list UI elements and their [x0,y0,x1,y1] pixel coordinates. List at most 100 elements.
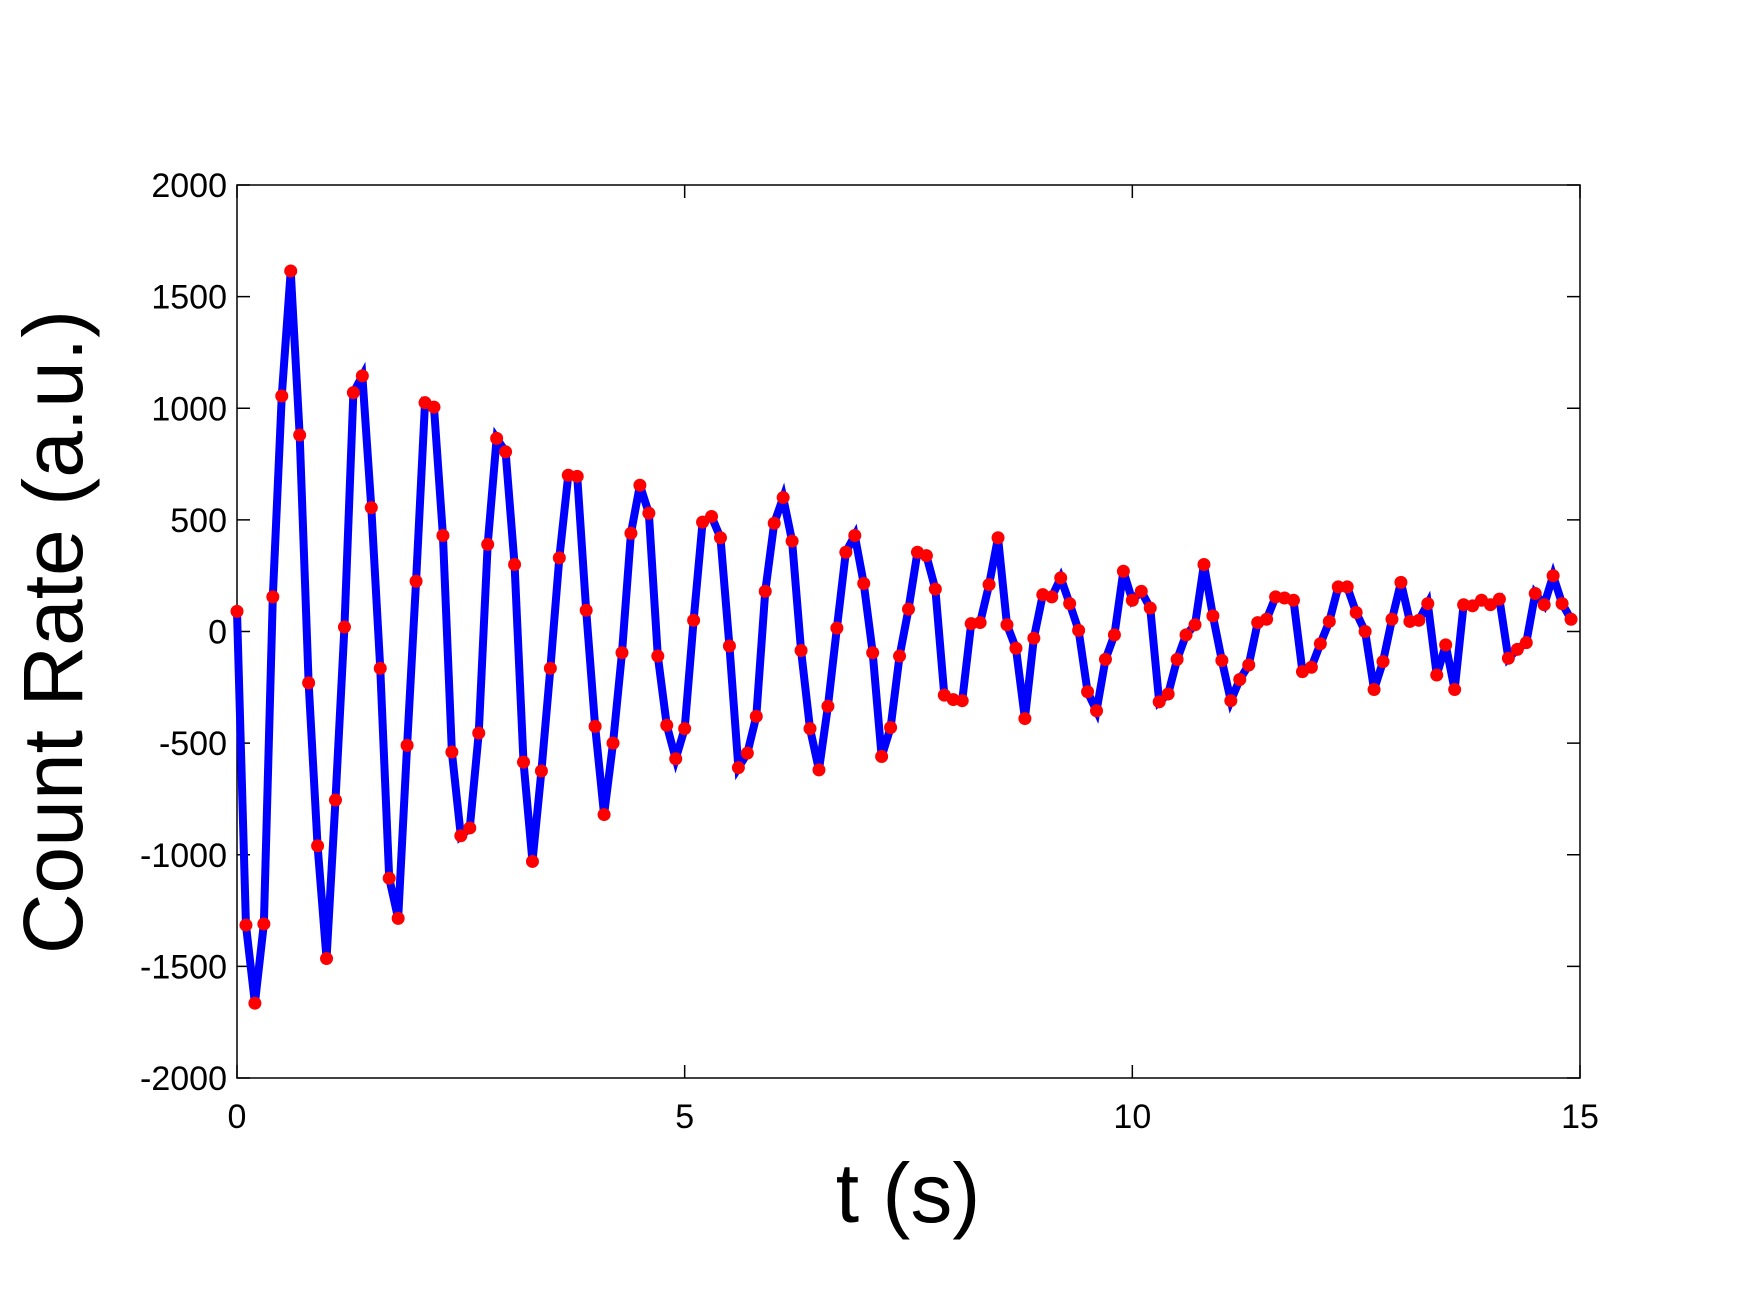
data-point [1224,694,1238,708]
data-point [803,722,817,736]
y-tick-label: -1000 [140,837,227,875]
data-point [1009,641,1023,655]
data-point [812,763,826,777]
data-point [302,676,316,690]
data-point [1152,695,1166,709]
data-point [1188,618,1202,632]
data-point [337,620,351,634]
data-point [830,621,844,635]
data-point [606,736,620,750]
data-point [525,854,539,868]
data-point [1519,636,1533,650]
data-point [1349,606,1363,620]
data-point [740,746,754,760]
data-point [230,604,244,618]
data-point [1421,597,1435,611]
data-point [660,718,674,732]
data-point [615,646,629,660]
data-point [311,839,325,853]
data-point [1394,575,1408,589]
data-point [705,510,719,524]
data-point [1358,625,1372,638]
data-point [1054,571,1068,585]
data-point [1412,613,1426,627]
data-point [893,649,907,663]
data-point [1018,712,1032,726]
data-point [1045,590,1059,604]
data-point [463,821,477,835]
data-point [866,646,880,660]
data-point [749,709,763,723]
data-point [794,643,808,657]
data-point [1340,580,1354,594]
data-point [928,582,942,596]
data-point [266,590,280,604]
data-point [373,661,387,675]
data-point [579,603,593,617]
data-point [1304,660,1318,674]
data-point [1206,609,1220,623]
data-point [848,529,862,543]
data-point [902,602,915,616]
data-point [293,428,307,442]
data-point [517,755,531,769]
y-tick-label: 1500 [151,279,227,317]
data-point [1134,584,1148,598]
data-point [1081,685,1095,699]
data-point [1546,569,1560,583]
data-point [1322,614,1336,628]
data-point [1331,580,1345,594]
data-point [1242,658,1256,672]
data-point [454,829,468,843]
data-point [1430,668,1444,682]
x-tick-label: 10 [1113,1098,1151,1136]
data-point [821,699,835,713]
data-point [346,386,360,400]
data-point [875,750,889,764]
data-point [400,738,414,752]
data-point [391,911,405,925]
x-tick-label: 0 [228,1098,247,1136]
data-point [543,661,557,675]
x-tick-label: 15 [1561,1098,1599,1136]
data-point [355,369,369,383]
data-point [1090,704,1104,718]
data-point [1125,593,1139,607]
y-tick-label: 500 [170,502,227,540]
y-tick-label: 1000 [151,390,227,428]
data-point [1448,683,1462,697]
data-point [1215,654,1229,668]
data-point [1286,593,1300,607]
data-point [1385,612,1399,626]
data-point [624,526,638,540]
data-point [731,761,745,775]
data-point [328,793,342,807]
data-point [472,726,486,740]
data-point [436,529,450,543]
data-point [1197,558,1211,572]
data-point [1492,592,1506,606]
data-point [642,506,656,520]
data-point [1161,687,1175,701]
y-tick-label: -1500 [140,948,227,986]
data-point [382,871,396,885]
data-point [678,722,692,736]
data-point [1528,587,1542,601]
data-point [1000,618,1014,632]
data-point [1555,597,1569,611]
data-point [409,574,423,588]
x-tick-label: 5 [675,1098,694,1136]
data-point [669,752,683,766]
data-point [499,445,513,459]
data-point [919,549,933,563]
x-axis-label: t (s) [836,1146,981,1240]
data-point [1233,672,1247,686]
data-point [1313,637,1327,651]
data-point [767,516,781,530]
data-point [1179,628,1193,642]
data-point [284,264,298,278]
data-point [508,558,522,572]
data-point [1367,683,1381,697]
data-point [955,694,969,708]
data-point [785,534,799,548]
